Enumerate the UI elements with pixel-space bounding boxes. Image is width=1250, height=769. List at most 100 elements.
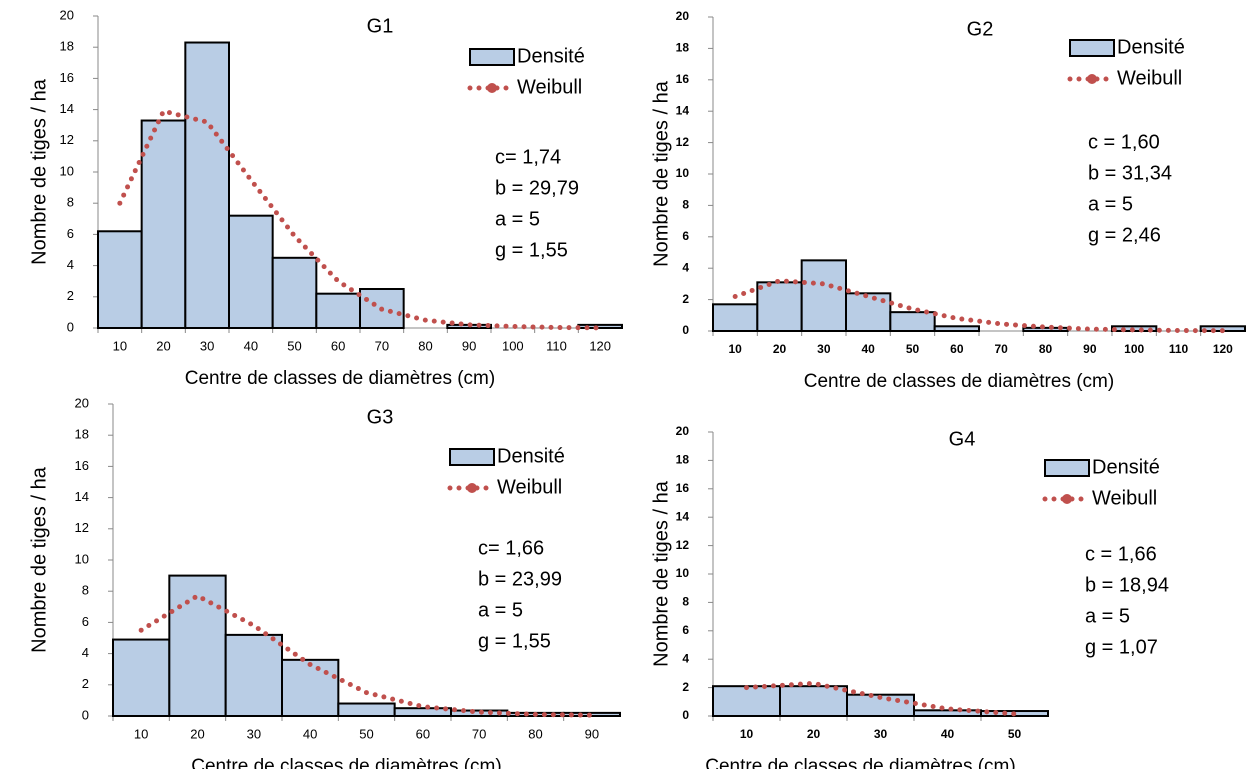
x-tick-label: 110 bbox=[1169, 342, 1189, 356]
x-tick-label: 90 bbox=[462, 338, 476, 353]
bar bbox=[224, 633, 284, 718]
legend-marker bbox=[1087, 74, 1097, 84]
y-tick-label: 4 bbox=[682, 651, 689, 665]
y-tick-label: 16 bbox=[60, 70, 74, 85]
legend-label: Weibull bbox=[1117, 67, 1182, 89]
bar bbox=[140, 119, 187, 329]
y-tick-label: 4 bbox=[67, 257, 74, 272]
x-tick-label: 80 bbox=[418, 338, 432, 353]
y-tick-label: 12 bbox=[75, 520, 89, 535]
x-tick-label: 20 bbox=[156, 338, 170, 353]
x-tick-label: 120 bbox=[1213, 342, 1233, 356]
y-tick-label: 0 bbox=[682, 323, 689, 337]
y-tick-label: 18 bbox=[75, 427, 89, 442]
annotation: c= 1,74 bbox=[495, 146, 561, 168]
y-tick-label: 16 bbox=[676, 481, 690, 495]
x-tick-label: 100 bbox=[502, 338, 524, 353]
weibull-curve bbox=[744, 680, 1017, 717]
bar bbox=[800, 259, 848, 333]
annotation: a = 5 bbox=[478, 599, 523, 621]
y-tick-label: 8 bbox=[82, 583, 89, 598]
y-tick-label: 10 bbox=[60, 163, 74, 178]
x-tick-label: 120 bbox=[589, 338, 611, 353]
y-axis-label: Nombre de tiges / ha bbox=[28, 78, 50, 265]
x-tick-label: 70 bbox=[994, 342, 1008, 356]
annotation: b = 18,94 bbox=[1085, 574, 1169, 596]
x-tick-label: 30 bbox=[874, 727, 888, 741]
chart-title: G1 bbox=[367, 15, 394, 37]
annotation: b = 31,34 bbox=[1088, 162, 1172, 184]
x-tick-label: 50 bbox=[359, 726, 373, 741]
bar bbox=[337, 702, 396, 718]
bar bbox=[112, 638, 171, 717]
legend-marker bbox=[467, 483, 477, 493]
y-axis-label: Nombre de tiges / ha bbox=[650, 480, 672, 667]
weibull-curve bbox=[732, 278, 1226, 334]
x-tick-label: 20 bbox=[190, 726, 204, 741]
x-tick-label: 10 bbox=[740, 727, 754, 741]
x-tick-label: 70 bbox=[375, 338, 389, 353]
bar bbox=[889, 311, 936, 333]
y-tick-label: 12 bbox=[60, 132, 74, 147]
annotation: b = 29,79 bbox=[495, 177, 579, 199]
annotation: b = 23,99 bbox=[478, 568, 562, 590]
bar bbox=[779, 685, 848, 717]
y-axis-label: Nombre de tiges / ha bbox=[650, 80, 672, 267]
legend-swatch bbox=[449, 448, 495, 466]
y-tick-label: 20 bbox=[676, 9, 690, 23]
y-tick-label: 14 bbox=[75, 489, 89, 504]
x-tick-label: 100 bbox=[1124, 342, 1144, 356]
y-tick-label: 16 bbox=[676, 72, 690, 86]
annotation: a = 5 bbox=[1085, 605, 1130, 627]
bar bbox=[168, 574, 227, 717]
annotation: c = 1,66 bbox=[1085, 543, 1157, 565]
annotation: c= 1,66 bbox=[478, 537, 544, 559]
x-tick-label: 50 bbox=[287, 338, 301, 353]
legend-label: Densité bbox=[1117, 36, 1185, 58]
x-tick-label: 40 bbox=[941, 727, 955, 741]
y-tick-label: 8 bbox=[682, 595, 689, 609]
bar bbox=[184, 41, 230, 330]
annotation: c = 1,60 bbox=[1088, 131, 1160, 153]
y-tick-label: 4 bbox=[682, 260, 689, 274]
x-tick-label: 70 bbox=[472, 726, 486, 741]
y-tick-label: 6 bbox=[67, 226, 74, 241]
x-tick-label: 80 bbox=[1039, 342, 1053, 356]
x-tick-label: 30 bbox=[247, 726, 261, 741]
weibull-curve bbox=[117, 108, 603, 331]
legend-label: Weibull bbox=[517, 76, 582, 98]
x-tick-label: 60 bbox=[950, 342, 964, 356]
legend-label: Densité bbox=[497, 445, 565, 467]
y-tick-label: 18 bbox=[676, 41, 690, 55]
bar bbox=[933, 325, 981, 333]
bar bbox=[712, 685, 781, 717]
legend-swatch bbox=[1069, 39, 1115, 57]
y-tick-label: 2 bbox=[67, 288, 74, 303]
legend-swatch bbox=[1044, 459, 1090, 477]
y-tick-label: 16 bbox=[75, 458, 89, 473]
x-tick-label: 40 bbox=[303, 726, 317, 741]
annotation: g = 1,07 bbox=[1085, 636, 1158, 658]
y-tick-label: 14 bbox=[676, 103, 690, 117]
legend-marker bbox=[1062, 494, 1072, 504]
y-tick-label: 20 bbox=[676, 424, 690, 438]
chart-title: G4 bbox=[949, 428, 976, 450]
y-tick-label: 12 bbox=[676, 135, 690, 149]
x-tick-label: 80 bbox=[528, 726, 542, 741]
y-tick-label: 2 bbox=[82, 676, 89, 691]
x-axis-label: Centre de classes de diamètres (cm) bbox=[705, 756, 1015, 769]
y-tick-label: 18 bbox=[676, 453, 690, 467]
bar bbox=[228, 214, 274, 329]
x-axis-label: Centre de classes de diamètres (cm) bbox=[804, 371, 1114, 392]
y-tick-label: 10 bbox=[75, 551, 89, 566]
x-tick-label: 50 bbox=[906, 342, 920, 356]
legend-label: Densité bbox=[1092, 456, 1160, 478]
y-tick-label: 20 bbox=[60, 7, 74, 22]
y-tick-label: 10 bbox=[676, 566, 690, 580]
bar bbox=[97, 230, 143, 329]
x-tick-label: 40 bbox=[244, 338, 258, 353]
x-tick-label: 10 bbox=[728, 342, 742, 356]
x-tick-label: 90 bbox=[585, 726, 599, 741]
bar bbox=[281, 658, 340, 718]
